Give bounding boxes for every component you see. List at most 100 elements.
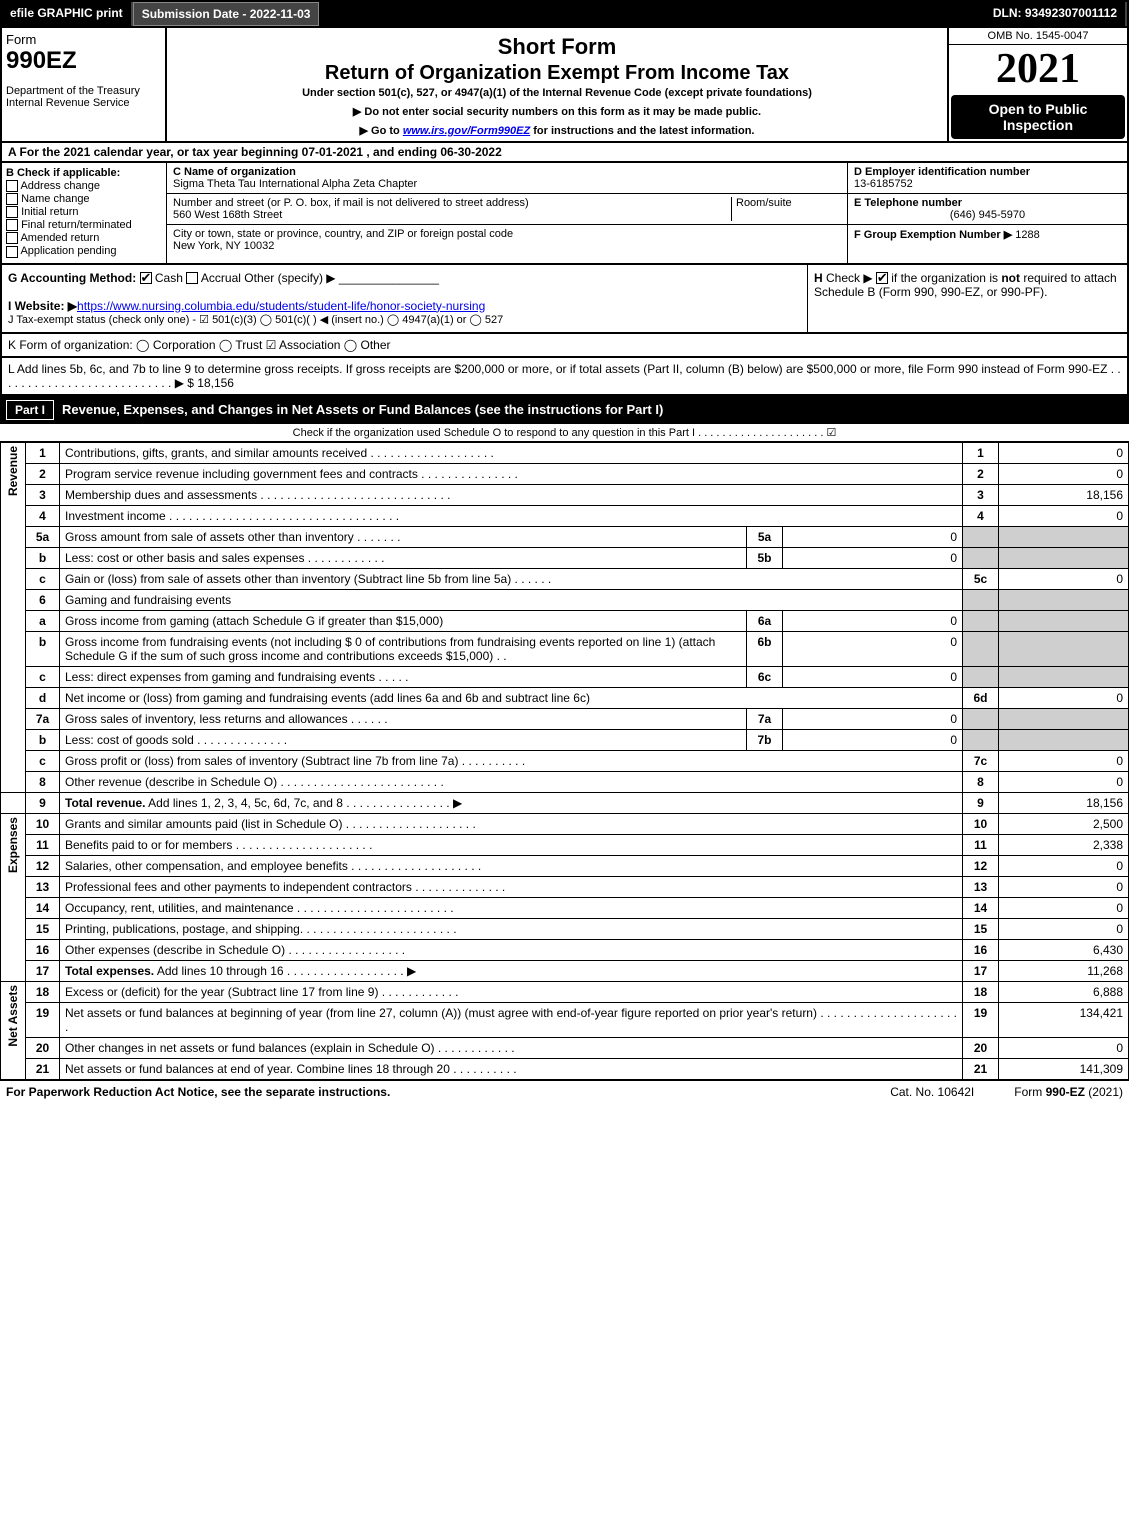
l16-n: 16: [26, 939, 60, 960]
l6c-sl: 6c: [747, 666, 783, 687]
d-ein-val: 13-6185752: [854, 178, 913, 190]
l12-d: Salaries, other compensation, and employ…: [60, 855, 963, 876]
c-city-val: New York, NY 10032: [173, 240, 274, 252]
l4-box: 4: [963, 505, 999, 526]
l6a-d: Gross income from gaming (attach Schedul…: [60, 610, 747, 631]
l11-v: 2,338: [999, 834, 1129, 855]
l7c-d: Gross profit or (loss) from sales of inv…: [60, 750, 963, 771]
l5a-sv: 0: [783, 526, 963, 547]
l4-n: 4: [26, 505, 60, 526]
l6d-d: Net income or (loss) from gaming and fun…: [60, 687, 963, 708]
irs-link[interactable]: www.irs.gov/Form990EZ: [403, 125, 530, 137]
g-accrual-check[interactable]: [186, 272, 198, 284]
footer: For Paperwork Reduction Act Notice, see …: [0, 1080, 1129, 1103]
l5a-n: 5a: [26, 526, 60, 547]
l7c-v: 0: [999, 750, 1129, 771]
l9-n: 9: [26, 792, 60, 813]
l1-d: Contributions, gifts, grants, and simila…: [60, 442, 963, 463]
submission-date: Submission Date - 2022-11-03: [133, 2, 320, 26]
l8-box: 8: [963, 771, 999, 792]
d-ein-lbl: D Employer identification number: [854, 166, 1030, 178]
l6a-g1: [963, 610, 999, 631]
l7a-g1: [963, 708, 999, 729]
l5c-d: Gain or (loss) from sale of assets other…: [60, 568, 963, 589]
cb-name-change[interactable]: Name change: [6, 193, 162, 205]
cb-address-change[interactable]: Address change: [6, 180, 162, 192]
l7a-sv: 0: [783, 708, 963, 729]
l10-box: 10: [963, 813, 999, 834]
l8-n: 8: [26, 771, 60, 792]
section-b-title: B Check if applicable:: [6, 167, 120, 179]
section-a: A For the 2021 calendar year, or tax yea…: [0, 143, 1129, 163]
l6d-v: 0: [999, 687, 1129, 708]
cb-initial-return[interactable]: Initial return: [6, 206, 162, 218]
l6b-g2: [999, 631, 1129, 666]
g-accounting: G Accounting Method: Cash Accrual Other …: [8, 271, 801, 285]
cb-final-return[interactable]: Final return/terminated: [6, 219, 162, 231]
l12-n: 12: [26, 855, 60, 876]
l7a-g2: [999, 708, 1129, 729]
part1-label: Part I: [6, 400, 54, 420]
cb-application-pending[interactable]: Application pending: [6, 245, 162, 257]
open-inspection: Open to Public Inspection: [951, 95, 1125, 139]
l12-box: 12: [963, 855, 999, 876]
l6c-g1: [963, 666, 999, 687]
l15-n: 15: [26, 918, 60, 939]
l10-n: 10: [26, 813, 60, 834]
netassets-vlabel: Net Assets: [6, 985, 20, 1047]
l6b-sv: 0: [783, 631, 963, 666]
l9-box: 9: [963, 792, 999, 813]
l4-d: Investment income . . . . . . . . . . . …: [60, 505, 963, 526]
l7c-box: 7c: [963, 750, 999, 771]
l1-n: 1: [26, 442, 60, 463]
section-bcd: B Check if applicable: Address change Na…: [0, 163, 1129, 265]
l21-v: 141,309: [999, 1058, 1129, 1079]
l17-d: Total expenses. Add lines 10 through 16 …: [60, 960, 963, 981]
e-tel-lbl: E Telephone number: [854, 197, 962, 209]
i-website: I Website: ▶https://www.nursing.columbia…: [8, 299, 801, 313]
l6d-n: d: [26, 687, 60, 708]
l12-v: 0: [999, 855, 1129, 876]
efile-label[interactable]: efile GRAPHIC print: [2, 2, 133, 26]
l9-d: Total revenue. Add lines 1, 2, 3, 4, 5c,…: [60, 792, 963, 813]
title-return: Return of Organization Exempt From Incom…: [175, 62, 939, 85]
l16-d: Other expenses (describe in Schedule O) …: [60, 939, 963, 960]
c-addr-lbl: Number and street (or P. O. box, if mail…: [173, 197, 529, 209]
section-l: L Add lines 5b, 6c, and 7b to line 9 to …: [0, 358, 1129, 396]
l16-v: 6,430: [999, 939, 1129, 960]
l15-v: 0: [999, 918, 1129, 939]
l19-n: 19: [26, 1002, 60, 1037]
l6d-box: 6d: [963, 687, 999, 708]
l7a-n: 7a: [26, 708, 60, 729]
l14-box: 14: [963, 897, 999, 918]
l6-d: Gaming and fundraising events: [60, 589, 963, 610]
l5b-n: b: [26, 547, 60, 568]
cb-amended-return[interactable]: Amended return: [6, 232, 162, 244]
e-tel-val: (646) 945-5970: [854, 209, 1121, 221]
l7a-d: Gross sales of inventory, less returns a…: [60, 708, 747, 729]
g-cash-check[interactable]: [140, 272, 152, 284]
l2-v: 0: [999, 463, 1129, 484]
l7b-sl: 7b: [747, 729, 783, 750]
l5c-v: 0: [999, 568, 1129, 589]
l1-box: 1: [963, 442, 999, 463]
l16-box: 16: [963, 939, 999, 960]
expenses-vlabel: Expenses: [6, 817, 20, 873]
l18-v: 6,888: [999, 981, 1129, 1002]
l5a-g1: [963, 526, 999, 547]
l13-box: 13: [963, 876, 999, 897]
l13-d: Professional fees and other payments to …: [60, 876, 963, 897]
h-checkbox[interactable]: [876, 272, 888, 284]
l6b-d: Gross income from fundraising events (no…: [60, 631, 747, 666]
l20-box: 20: [963, 1037, 999, 1058]
l20-v: 0: [999, 1037, 1129, 1058]
l6b-g1: [963, 631, 999, 666]
l21-d: Net assets or fund balances at end of ye…: [60, 1058, 963, 1079]
h-check: H Check ▶ if the organization is not req…: [807, 265, 1127, 332]
l7b-g2: [999, 729, 1129, 750]
l7b-g1: [963, 729, 999, 750]
l5a-g2: [999, 526, 1129, 547]
i-website-link[interactable]: https://www.nursing.columbia.edu/student…: [77, 299, 485, 313]
form-word: Form: [6, 32, 36, 47]
l6a-sl: 6a: [747, 610, 783, 631]
